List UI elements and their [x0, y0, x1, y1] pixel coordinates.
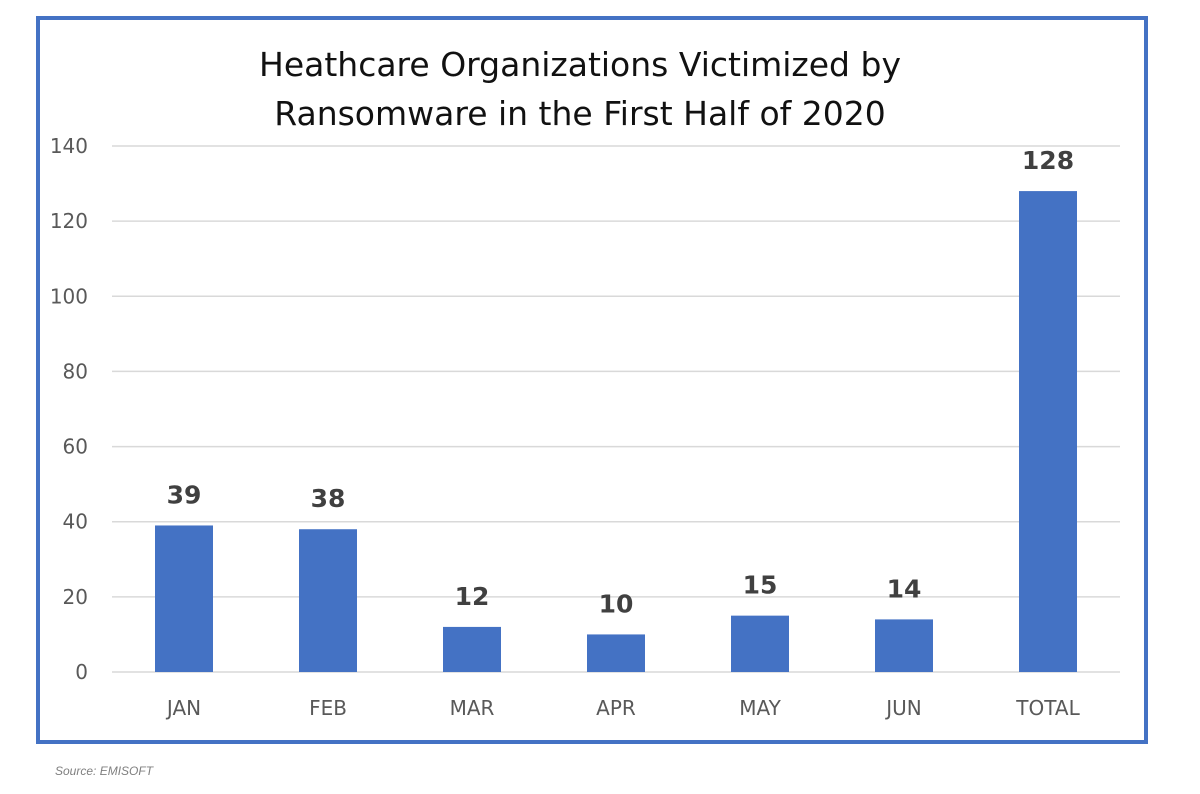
- y-tick-label: 20: [63, 585, 88, 609]
- x-tick-label: MAY: [739, 696, 781, 720]
- x-tick-label: TOTAL: [1015, 696, 1080, 720]
- y-tick-label: 0: [75, 660, 88, 684]
- data-label: 39: [167, 480, 202, 509]
- chart-title: Heathcare Organizations Victimized by Ra…: [40, 40, 1120, 138]
- bar: [299, 529, 357, 672]
- bar: [443, 626, 501, 672]
- data-label: 38: [311, 484, 346, 513]
- bar: [731, 615, 789, 672]
- data-label: 14: [887, 574, 922, 603]
- chart-title-line-2: Ransomware in the First Half of 2020: [274, 94, 886, 133]
- data-label: 10: [599, 589, 634, 618]
- y-tick-label: 80: [63, 359, 88, 383]
- bar: [155, 525, 213, 672]
- y-tick-label: 140: [50, 134, 88, 158]
- x-tick-label: JUN: [884, 696, 922, 720]
- bar: [587, 634, 645, 672]
- x-tick-label: MAR: [450, 696, 495, 720]
- x-tick-label: APR: [596, 696, 636, 720]
- chart-title-line-1: Heathcare Organizations Victimized by: [259, 45, 901, 84]
- x-tick-label: FEB: [309, 696, 347, 720]
- y-tick-label: 60: [63, 435, 88, 459]
- x-tick-label: JAN: [165, 696, 201, 720]
- y-tick-label: 100: [50, 284, 88, 308]
- bar: [1019, 191, 1077, 673]
- source-note: Source: EMISOFT: [55, 764, 154, 778]
- data-label: 12: [455, 582, 490, 611]
- data-label: 128: [1022, 146, 1074, 175]
- bar-chart: 0 20 40 60 80 100 120 140 39 JAN 38 FEB 12 MAR 10 APR 15…: [50, 134, 1120, 720]
- data-label: 15: [743, 571, 778, 600]
- y-tick-label: 120: [50, 209, 88, 233]
- chart-frame: Heathcare Organizations Victimized by Ra…: [36, 16, 1148, 744]
- bar: [875, 619, 933, 672]
- y-tick-label: 40: [63, 510, 88, 534]
